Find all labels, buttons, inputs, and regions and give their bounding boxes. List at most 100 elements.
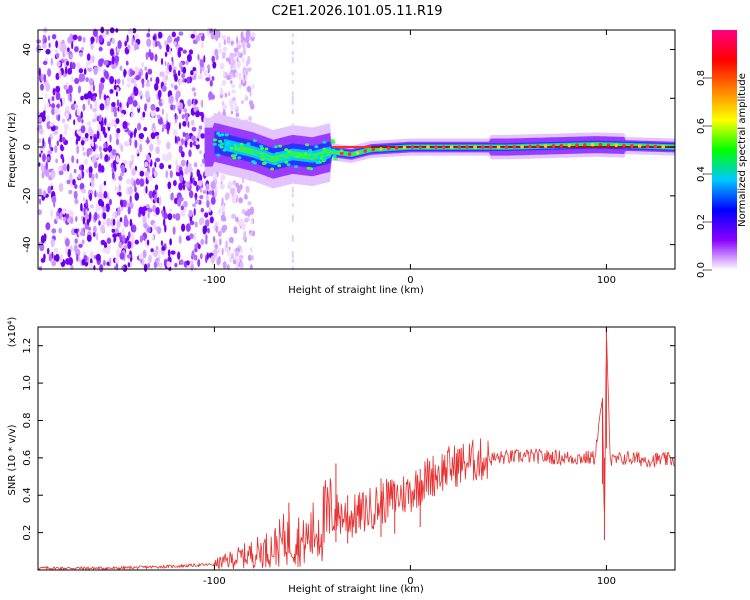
transition-blob [259,144,264,148]
noise-blob [215,185,218,192]
noise-blob [48,253,53,262]
noise-blob [291,203,294,207]
noise-blob [168,64,172,73]
noise-blob [187,162,192,170]
spectral-peak-dot [402,145,407,150]
noise-blob [178,47,183,52]
noise-blob [102,247,107,253]
noise-blob [76,62,81,70]
noise-blob [176,198,182,207]
noise-blob [199,59,204,68]
noise-blob [141,78,145,85]
colorbar-tick-label: 0.8 [696,70,707,86]
noise-blob [147,208,153,213]
spectral-peak-dot [543,144,548,148]
spectral-peak-dot [590,142,595,147]
noise-blob [205,194,209,202]
noise-blob [42,34,46,40]
noise-blob [240,79,243,85]
noise-blob [155,76,160,85]
snr-x-tick-label: -100 [203,576,226,587]
noise-blob [175,101,180,107]
transition-blob [333,157,338,161]
noise-blob [193,208,196,216]
noise-blob [76,145,80,155]
noise-blob [213,251,218,259]
noise-blob [141,257,145,267]
noise-blob [87,60,93,65]
noise-blob [111,55,115,65]
noise-blob [166,141,171,150]
noise-blob [68,189,73,195]
noise-blob [48,136,51,145]
noise-blob [111,149,117,156]
noise-blob [114,55,120,63]
noise-blob [78,130,82,137]
noise-blob [89,258,93,265]
noise-blob [47,150,53,155]
noise-blob [291,57,294,61]
noise-blob [209,80,213,87]
noise-blob [291,98,294,103]
noise-blob [250,218,254,225]
noise-blob [62,216,67,222]
noise-blob [120,113,125,118]
noise-blob [118,241,122,249]
noise-blob [119,102,122,108]
noise-blob [57,103,60,109]
noise-blob [53,247,59,254]
noise-blob [125,60,129,66]
noise-blob [45,82,51,92]
noise-blob [235,216,239,223]
noise-blob [152,123,155,128]
noise-blob [291,251,294,255]
noise-blob [56,210,59,217]
noise-blob [222,261,227,270]
transition-blob [277,164,282,168]
spectral-peak-dot [457,145,462,149]
noise-blob [175,213,181,221]
noise-blob [58,70,62,79]
noise-blob [230,71,234,80]
noise-blob [171,56,174,62]
noise-blob [91,155,97,164]
noise-blob [142,249,147,259]
noise-blob [107,191,110,199]
noise-blob [55,85,61,93]
noise-blob [99,151,103,160]
noise-blob [106,41,111,47]
noise-blob [205,239,208,245]
noise-blob [130,107,134,113]
noise-blob [65,66,68,75]
noise-blob [112,218,116,226]
noise-blob [99,91,102,100]
spectral-peak-dot [614,143,618,147]
noise-blob [160,58,164,65]
noise-blob [130,154,135,160]
noise-blob [208,190,213,195]
noise-blob [74,198,79,205]
noise-blob [90,43,94,50]
noise-blob [244,94,247,99]
noise-blob [73,190,78,200]
noise-blob [78,173,81,180]
noise-blob [114,210,118,219]
noise-blob [246,85,252,93]
transition-blob [270,167,275,171]
noise-blob [114,237,117,242]
noise-blob [118,191,122,197]
noise-blob [111,171,115,180]
noise-blob [38,67,41,77]
noise-blob [174,135,177,144]
snr-y-tick-label: 0.4 [22,487,33,503]
noise-blob [152,204,157,213]
noise-blob [173,69,176,75]
transition-blob [308,148,313,152]
noise-blob [42,60,48,66]
noise-blob [232,180,237,186]
noise-blob [80,171,83,180]
noise-blob [122,121,128,129]
noise-blob [132,28,137,34]
noise-blob [63,84,68,90]
noise-blob [180,159,186,167]
